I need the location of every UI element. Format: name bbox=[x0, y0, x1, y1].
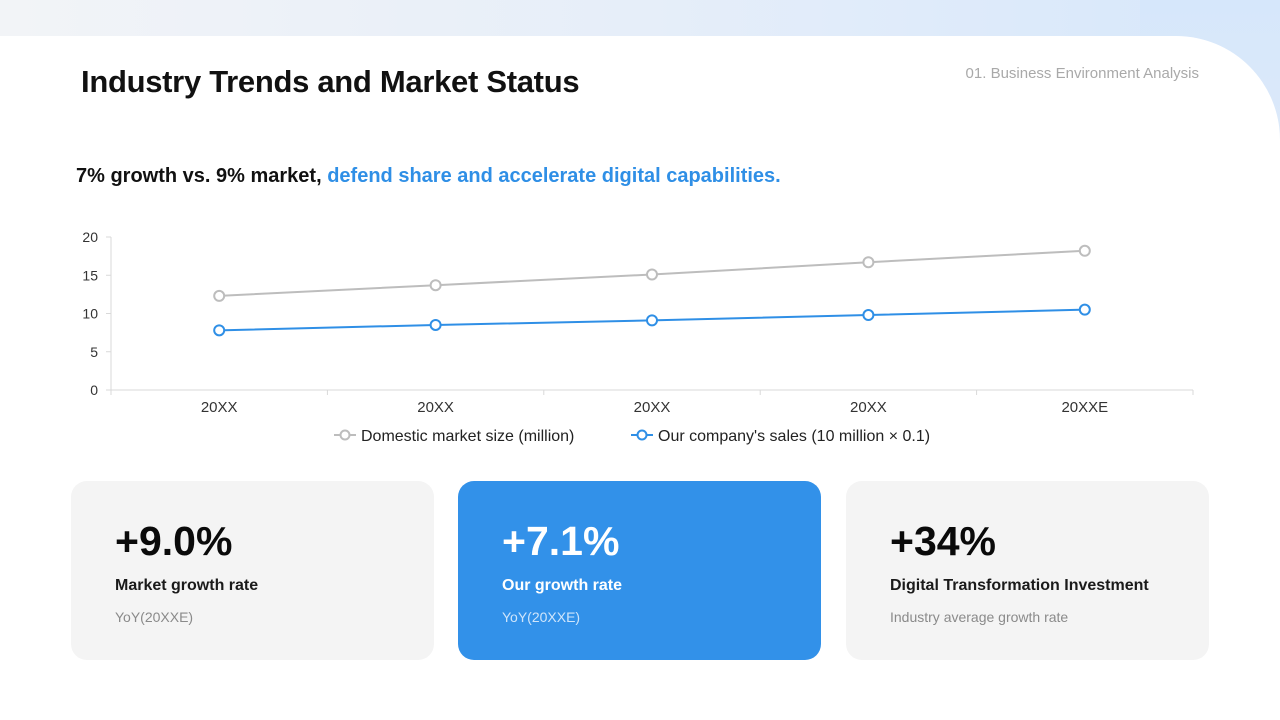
x-tick-label: 20XX bbox=[634, 399, 671, 416]
headline: 7% growth vs. 9% market, defend share an… bbox=[76, 165, 781, 188]
y-tick-label: 20 bbox=[82, 229, 98, 245]
legend-marker bbox=[636, 429, 648, 441]
kpi-cards: +9.0% Market growth rate YoY(20XXE) +7.1… bbox=[71, 481, 1209, 660]
legend-label: Domestic market size (million) bbox=[361, 428, 574, 445]
kpi-label: Digital Transformation Investment bbox=[890, 577, 1149, 594]
kpi-card-market: +9.0% Market growth rate YoY(20XXE) bbox=[71, 481, 434, 660]
data-point bbox=[1078, 303, 1091, 316]
data-point bbox=[862, 309, 875, 322]
header-band bbox=[0, 0, 1280, 36]
section-label: 01. Business Environment Analysis bbox=[965, 65, 1199, 82]
data-point bbox=[646, 268, 658, 281]
data-point bbox=[646, 314, 658, 327]
headline-text: 7% growth vs. 9% market, bbox=[76, 165, 328, 187]
y-tick-label: 15 bbox=[82, 267, 98, 283]
kpi-value: +9.0% bbox=[115, 518, 233, 564]
line-chart: 0 5 10 15 20 20XX 20XX 20XX 20XX 20XXE Domestic ma… bbox=[82, 229, 1194, 445]
kpi-sub: Industry average growth rate bbox=[890, 609, 1069, 625]
page-title: Industry Trends and Market Status bbox=[81, 64, 580, 99]
x-tick-label: 20XX bbox=[850, 399, 887, 416]
kpi-label: Our growth rate bbox=[502, 577, 623, 594]
legend-label: Our company's sales (10 million × 0.1) bbox=[658, 428, 930, 445]
y-tick-label: 10 bbox=[82, 306, 98, 322]
y-tick-label: 5 bbox=[90, 344, 98, 360]
data-point bbox=[213, 289, 226, 302]
kpi-card-digital: +34% Digital Transformation Investment I… bbox=[846, 481, 1209, 660]
data-point bbox=[429, 318, 442, 331]
kpi-sub: YoY(20XXE) bbox=[502, 609, 581, 625]
data-point bbox=[429, 279, 442, 292]
kpi-card-company: +7.1% Our growth rate YoY(20XXE) bbox=[458, 481, 821, 660]
y-tick-label: 0 bbox=[90, 382, 98, 398]
legend-marker bbox=[339, 429, 351, 441]
kpi-value: +34% bbox=[890, 518, 997, 564]
x-tick-label: 20XXE bbox=[1061, 399, 1108, 416]
data-point bbox=[862, 256, 875, 269]
x-tick-label: 20XX bbox=[201, 399, 238, 416]
data-point bbox=[1078, 244, 1091, 257]
kpi-label: Market growth rate bbox=[115, 577, 259, 594]
headline-accent: defend share and accelerate digital capa… bbox=[327, 165, 781, 187]
x-tick-label: 20XX bbox=[417, 399, 454, 416]
data-point bbox=[213, 324, 226, 337]
kpi-sub: YoY(20XXE) bbox=[115, 609, 194, 625]
kpi-value: +7.1% bbox=[502, 518, 620, 564]
